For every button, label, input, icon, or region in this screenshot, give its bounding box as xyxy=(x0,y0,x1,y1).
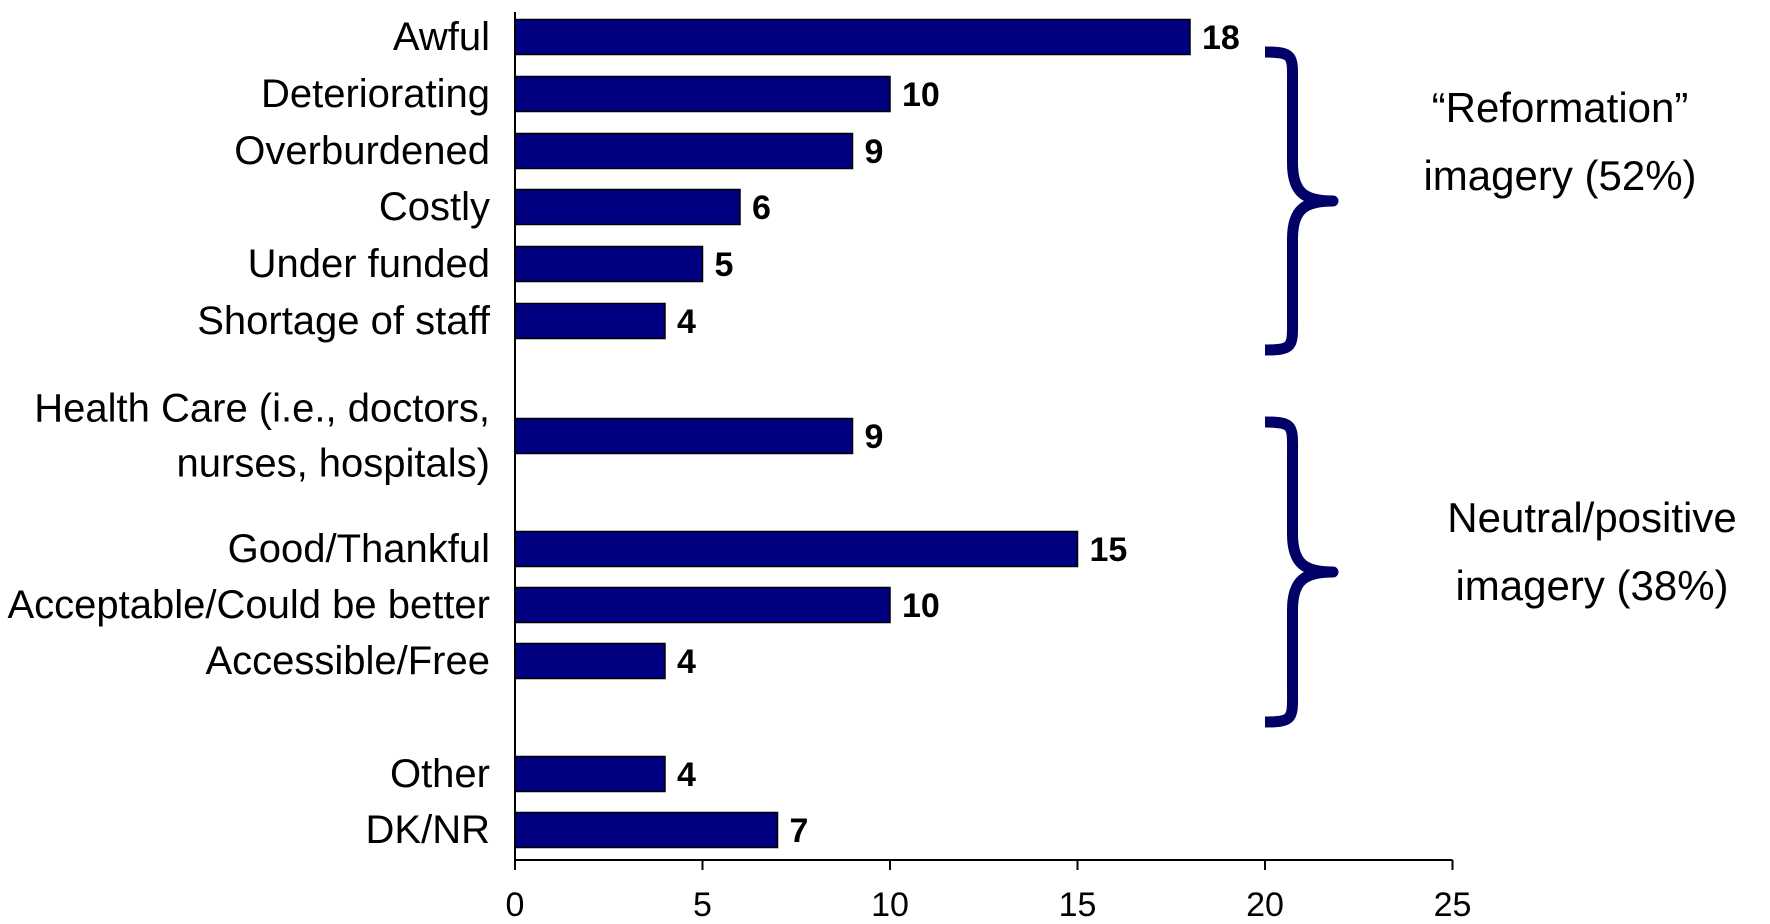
value-label-8: 10 xyxy=(902,587,940,625)
bars-layer xyxy=(514,18,1191,849)
category-label-8: Acceptable/Could be better xyxy=(7,583,490,627)
value-label-2: 9 xyxy=(865,133,884,171)
bar-10 xyxy=(514,755,666,793)
category-labels: Awful Deteriorating Overburdened Costly Unde… xyxy=(7,15,490,852)
category-label-3: Costly xyxy=(379,185,490,229)
bar-5 xyxy=(514,302,666,340)
value-label-7: 15 xyxy=(1090,531,1128,569)
category-label-5: Shortage of staff xyxy=(197,299,491,343)
bar-6 xyxy=(514,417,854,455)
value-label-4: 5 xyxy=(715,246,734,284)
category-label-7: Good/Thankful xyxy=(228,527,490,571)
category-label-2: Overburdened xyxy=(234,129,490,173)
group-label-0: “Reformation” imagery (52%) xyxy=(1423,84,1696,199)
x-tick-label-2: 10 xyxy=(871,886,909,924)
bar-8 xyxy=(514,586,891,624)
value-label-0: 18 xyxy=(1202,19,1240,57)
x-tick-label-0: 0 xyxy=(506,886,525,924)
category-label-9: Accessible/Free xyxy=(205,639,490,683)
category-label-4: Under funded xyxy=(248,242,490,286)
value-label-6: 9 xyxy=(865,418,884,456)
value-label-9: 4 xyxy=(677,643,696,681)
group-braces: “Reformation” imagery (52%) Neutral/positi… xyxy=(1264,46,1737,728)
bar-7 xyxy=(514,530,1079,568)
category-label-6: Health Care (i.e., doctors, nurses, hospi… xyxy=(34,387,490,486)
bar-1 xyxy=(514,75,891,113)
value-label-1: 10 xyxy=(902,76,940,114)
bar-11 xyxy=(514,811,779,849)
bar-4 xyxy=(514,245,704,283)
value-label-11: 7 xyxy=(790,812,809,850)
category-label-0: Awful xyxy=(393,15,490,59)
value-label-5: 4 xyxy=(677,303,696,341)
bar-9 xyxy=(514,642,666,680)
x-tick-label-5: 25 xyxy=(1434,886,1472,924)
x-tick-label-4: 20 xyxy=(1246,886,1284,924)
axes-layer: 0 5 10 15 20 25 xyxy=(506,12,1472,924)
value-label-10: 4 xyxy=(677,756,696,794)
x-tick-label-3: 15 xyxy=(1059,886,1097,924)
group-label-1: Neutral/positive imagery (38%) xyxy=(1447,494,1736,609)
group-brace-0 xyxy=(1264,46,1339,356)
category-label-11: DK/NR xyxy=(366,808,490,852)
category-label-10: Other xyxy=(390,752,490,796)
group-brace-1 xyxy=(1264,416,1339,728)
bar-0 xyxy=(514,18,1191,56)
value-label-3: 6 xyxy=(752,189,771,227)
bar-3 xyxy=(514,188,741,226)
category-label-1: Deteriorating xyxy=(261,72,490,116)
x-tick-label-1: 5 xyxy=(693,886,712,924)
bar-2 xyxy=(514,132,854,170)
